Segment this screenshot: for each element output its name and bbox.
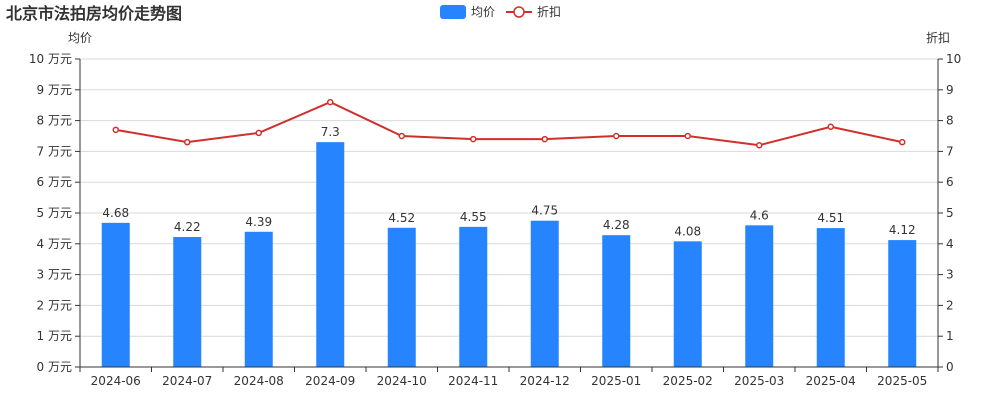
- legend-swatch-marker: [513, 6, 525, 18]
- bar[interactable]: [387, 227, 416, 367]
- bar-value-label: 4.55: [460, 210, 487, 224]
- bar[interactable]: [888, 240, 917, 367]
- bar-value-label: 7.3: [321, 125, 340, 139]
- x-tick-label: 2024-12: [520, 374, 570, 388]
- line-point[interactable]: [112, 126, 119, 134]
- legend-swatch-bar: [440, 5, 466, 19]
- legend-item-price[interactable]: 均价: [440, 5, 495, 19]
- x-tick-label: 2025-05: [877, 374, 927, 388]
- right-tick-label: 10: [946, 52, 961, 66]
- bar[interactable]: [745, 225, 774, 367]
- x-tick-label: 2025-01: [591, 374, 641, 388]
- line-point[interactable]: [470, 135, 477, 143]
- line-point[interactable]: [899, 138, 906, 146]
- right-tick-label: 7: [946, 144, 954, 158]
- bar-value-label: 4.75: [531, 204, 558, 218]
- x-tick-label: 2024-07: [162, 374, 212, 388]
- bar-value-label: 4.52: [388, 211, 415, 225]
- line-point[interactable]: [184, 138, 191, 146]
- bar-data-labels: 4.68 4.22 4.39 7.3 4.52 4.55 4.75 4.28 4.08 4.6 4.…: [102, 125, 915, 238]
- right-tick-label: 6: [946, 175, 954, 189]
- left-tick-label: 4 万元: [37, 237, 72, 251]
- discount-line: [115, 101, 903, 147]
- left-tick-label: 5 万元: [37, 206, 72, 220]
- x-tick-label: 2025-02: [663, 374, 713, 388]
- bar-value-label: 4.28: [603, 218, 630, 232]
- bar-value-label: 4.68: [102, 206, 129, 220]
- right-tick-label: 0: [946, 360, 954, 374]
- legend-label-discount: 折扣: [537, 4, 561, 19]
- x-tick-label: 2024-11: [448, 374, 498, 388]
- x-tick-label: 2025-04: [806, 374, 856, 388]
- gridlines: [80, 58, 938, 337]
- bar[interactable]: [816, 228, 845, 367]
- line-point[interactable]: [756, 141, 763, 149]
- left-axis-name: 均价: [68, 31, 92, 45]
- x-tick-label: 2025-03: [734, 374, 784, 388]
- bar[interactable]: [101, 222, 130, 367]
- bar-value-label: 4.12: [889, 223, 916, 237]
- legend-label-price: 均价: [471, 5, 495, 19]
- left-axis-ticks: 0 万元 1 万元 2 万元 3 万元 4 万元 5 万元 6 万元 7 万元 8 万元 9 万元…: [29, 52, 81, 374]
- bar[interactable]: [244, 231, 273, 367]
- left-tick-label: 0 万元: [37, 360, 72, 374]
- left-tick-label: 9 万元: [37, 83, 72, 97]
- bar[interactable]: [673, 241, 702, 367]
- left-tick-label: 7 万元: [37, 144, 72, 158]
- bar-series: [101, 142, 917, 367]
- x-tick-label: 2024-09: [305, 374, 355, 388]
- left-tick-label: 6 万元: [37, 175, 72, 189]
- line-point[interactable]: [613, 132, 620, 140]
- right-axis-ticks: 0 1 2 3 4 5 6 7 8 9 10: [937, 52, 961, 374]
- chart-title: 北京市法拍房均价走势图: [6, 4, 182, 23]
- right-tick-label: 8: [946, 114, 954, 128]
- bar[interactable]: [602, 235, 631, 367]
- bar-value-label: 4.6: [750, 208, 769, 222]
- right-tick-label: 1: [946, 329, 954, 343]
- left-tick-label: 8 万元: [37, 114, 72, 128]
- right-axis-name: 折扣: [926, 30, 950, 45]
- x-tick-label: 2024-08: [234, 374, 284, 388]
- line-point[interactable]: [327, 98, 334, 106]
- bar-value-label: 4.22: [174, 220, 201, 234]
- legend-item-discount[interactable]: 折扣: [506, 4, 561, 19]
- bar-value-label: 4.51: [817, 211, 844, 225]
- bar[interactable]: [173, 237, 202, 367]
- left-tick-label: 3 万元: [37, 268, 72, 282]
- right-tick-label: 4: [946, 237, 954, 251]
- left-tick-label: 1 万元: [37, 329, 72, 343]
- line-series: [112, 98, 906, 149]
- x-tick-label: 2024-06: [91, 374, 141, 388]
- bar-value-label: 4.08: [674, 224, 701, 238]
- line-point[interactable]: [398, 132, 405, 140]
- line-point[interactable]: [255, 129, 262, 137]
- left-tick-label: 2 万元: [37, 298, 72, 312]
- left-tick-label: 10 万元: [29, 52, 72, 66]
- bar[interactable]: [459, 226, 488, 367]
- line-point[interactable]: [827, 123, 834, 131]
- x-tick-label: 2024-10: [377, 374, 427, 388]
- right-tick-label: 3: [946, 268, 954, 282]
- right-tick-label: 5: [946, 206, 954, 220]
- x-axis: 2024-06 2024-07 2024-08 2024-09 2024-10 2024-…: [79, 366, 939, 388]
- legend[interactable]: 均价 折扣: [440, 4, 561, 19]
- bar[interactable]: [316, 142, 345, 367]
- line-point[interactable]: [684, 132, 691, 140]
- right-tick-label: 2: [946, 298, 954, 312]
- right-tick-label: 9: [946, 83, 954, 97]
- line-point[interactable]: [541, 135, 548, 143]
- bar-value-label: 4.39: [245, 215, 272, 229]
- bar[interactable]: [530, 220, 559, 367]
